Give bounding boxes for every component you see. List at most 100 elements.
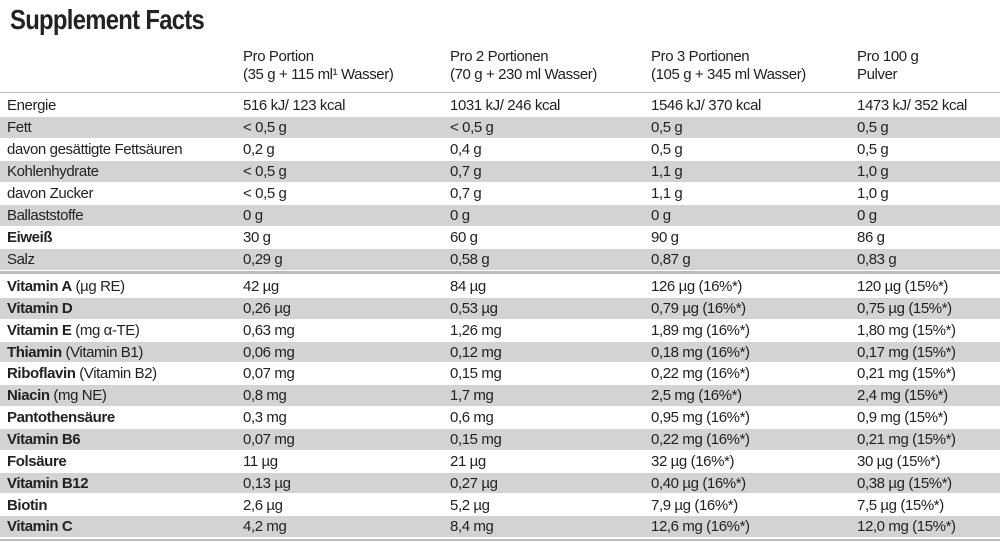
vitamin-note: (mg NE) xyxy=(53,387,107,405)
vitamin-name: Riboflavin xyxy=(7,365,76,383)
cell: 8,4 mg xyxy=(450,518,494,536)
cell: 0,7 g xyxy=(450,163,482,180)
column-header: Pro 100 g xyxy=(857,48,919,65)
vitamin-name: Vitamin B12 xyxy=(7,474,89,492)
column-header: (35 g + 115 ml¹ Wasser) xyxy=(243,66,394,83)
cell: 0,13 µg xyxy=(243,474,291,492)
cell: 1546 kJ/ 370 kcal xyxy=(651,97,761,114)
cell: 0,95 mg (16%*) xyxy=(651,409,750,427)
vitamin-note: (mg α-TE) xyxy=(75,321,140,339)
cell: 2,5 mg (16%*) xyxy=(651,387,742,405)
row-label: Vitamin B12 xyxy=(7,474,89,493)
cell: 1473 kJ/ 352 kcal xyxy=(857,97,967,114)
cell: 30 g xyxy=(243,229,271,246)
cell: 0,07 mg xyxy=(243,365,295,383)
cell: 0,15 mg xyxy=(450,365,502,383)
cell: 11 µg xyxy=(243,452,278,470)
cell: 1,1 g xyxy=(651,185,683,202)
table-row xyxy=(0,407,1000,428)
cell: 0,53 µg xyxy=(450,299,498,317)
cell: 7,9 µg (16%*) xyxy=(651,496,738,514)
vitamin-name: Folsäure xyxy=(7,452,67,470)
column-header: Pulver xyxy=(857,66,898,83)
cell: 0,2 g xyxy=(243,141,275,158)
row-label: Biotin xyxy=(7,497,47,515)
cell: 5,2 µg xyxy=(450,496,490,514)
cell: 0,5 g xyxy=(651,141,683,158)
cell: 120 µg (15%*) xyxy=(857,278,948,295)
title: Supplement Facts xyxy=(10,4,205,35)
cell: 0,79 µg (16%*) xyxy=(651,299,746,317)
cell: 21 µg xyxy=(450,452,486,470)
row-label: Niacin (mg NE) xyxy=(7,387,107,405)
cell: 0,15 mg xyxy=(450,430,502,448)
cell: 4,2 mg xyxy=(243,518,287,536)
cell: < 0,5 g xyxy=(243,163,287,180)
section-rule xyxy=(0,271,1000,274)
cell: 0,63 mg xyxy=(243,321,295,339)
cell: 0,07 mg xyxy=(243,430,295,448)
cell: 0,38 µg (15%*) xyxy=(857,474,952,492)
row-label: Salz xyxy=(7,251,35,268)
cell: 1,0 g xyxy=(857,185,889,202)
cell: 0 g xyxy=(857,207,877,224)
table-row xyxy=(0,183,1000,204)
cell: 12,6 mg (16%*) xyxy=(651,518,750,536)
cell: 90 g xyxy=(651,229,679,246)
column-header: Pro 3 Portionen xyxy=(651,48,750,65)
table-row xyxy=(0,472,1000,494)
cell: 0,5 g xyxy=(857,119,889,136)
cell: 0 g xyxy=(450,207,470,224)
vitamin-name: Vitamin A xyxy=(7,278,72,295)
cell: 516 kJ/ 123 kcal xyxy=(243,97,345,114)
header-rule xyxy=(0,92,1000,93)
cell: < 0,5 g xyxy=(243,185,287,202)
row-label: Vitamin C xyxy=(7,518,73,536)
table-row xyxy=(0,428,1000,450)
vitamin-name: Vitamin B6 xyxy=(7,430,81,448)
cell: 30 µg (15%*) xyxy=(857,452,941,470)
cell: 1,26 mg xyxy=(450,321,502,339)
table-row xyxy=(0,516,1000,538)
row-label: Vitamin D xyxy=(7,299,73,318)
cell: 32 µg (16%*) xyxy=(651,452,735,470)
vitamin-name: Biotin xyxy=(7,496,48,514)
cell: < 0,5 g xyxy=(450,119,494,136)
table-row xyxy=(0,385,1000,407)
cell: 126 µg (16%*) xyxy=(651,278,742,295)
cell: 84 µg xyxy=(450,278,486,295)
cell: 0,87 g xyxy=(651,251,691,268)
vitamin-note: (Vitamin B1) xyxy=(65,343,143,361)
row-label: Vitamin B6 xyxy=(7,430,81,449)
column-header: Pro 2 Portionen xyxy=(450,48,549,65)
column-header: (105 g + 345 ml Wasser) xyxy=(651,66,806,83)
cell: 0,8 mg xyxy=(243,387,287,405)
cell: 0,22 mg (16%*) xyxy=(651,430,750,448)
cell: 0,83 g xyxy=(857,251,897,268)
cell: 0,5 g xyxy=(651,119,683,136)
cell: 0,4 g xyxy=(450,141,482,158)
cell: < 0,5 g xyxy=(243,119,287,136)
row-label: Fett xyxy=(7,119,32,136)
cell: 60 g xyxy=(450,229,478,246)
cell: 0,6 mg xyxy=(450,409,494,427)
row-label: davon Zucker xyxy=(7,185,94,202)
cell: 0,7 g xyxy=(450,185,482,202)
row-label: Folsäure xyxy=(7,452,67,471)
table-row xyxy=(0,276,1000,297)
vitamin-note: (µg RE) xyxy=(75,278,126,295)
row-label: Thiamin (Vitamin B1) xyxy=(7,344,143,362)
cell: 0,21 mg (15%*) xyxy=(857,430,956,448)
cell: 0,26 µg xyxy=(243,299,291,317)
cell: 1,0 g xyxy=(857,163,889,180)
row-label: Vitamin E (mg α-TE) xyxy=(7,322,140,340)
cell: 0,06 mg xyxy=(243,343,295,361)
vitamin-name: Thiamin xyxy=(7,343,62,361)
vitamin-name: Vitamin D xyxy=(7,299,73,317)
cell: 1,7 mg xyxy=(450,387,494,405)
cell: 0,9 mg (15%*) xyxy=(857,409,948,427)
row-label: Energie xyxy=(7,97,56,114)
cell: 1031 kJ/ 246 kcal xyxy=(450,97,560,114)
row-label: Kohlenhydrate xyxy=(7,163,99,180)
